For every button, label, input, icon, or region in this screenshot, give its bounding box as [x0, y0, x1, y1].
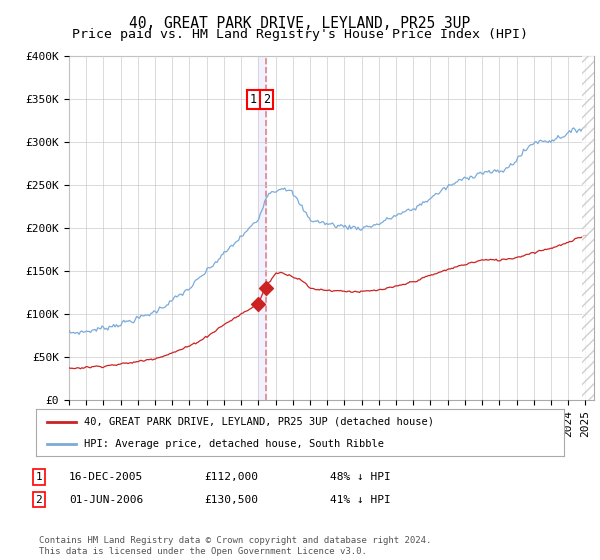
- Text: 41% ↓ HPI: 41% ↓ HPI: [330, 494, 391, 505]
- Text: 40, GREAT PARK DRIVE, LEYLAND, PR25 3UP (detached house): 40, GREAT PARK DRIVE, LEYLAND, PR25 3UP …: [83, 417, 434, 427]
- Text: 1: 1: [35, 472, 43, 482]
- Text: Contains HM Land Registry data © Crown copyright and database right 2024.
This d: Contains HM Land Registry data © Crown c…: [39, 536, 431, 556]
- Text: £112,000: £112,000: [204, 472, 258, 482]
- Text: 1: 1: [250, 92, 257, 105]
- Text: 2: 2: [35, 494, 43, 505]
- Text: 40, GREAT PARK DRIVE, LEYLAND, PR25 3UP: 40, GREAT PARK DRIVE, LEYLAND, PR25 3UP: [130, 16, 470, 31]
- Bar: [257, 56, 266, 400]
- Point: [253, 300, 262, 309]
- Point: [261, 283, 271, 292]
- Text: HPI: Average price, detached house, South Ribble: HPI: Average price, detached house, Sout…: [83, 438, 383, 449]
- Text: 01-JUN-2006: 01-JUN-2006: [69, 494, 143, 505]
- Text: 16-DEC-2005: 16-DEC-2005: [69, 472, 143, 482]
- Text: Price paid vs. HM Land Registry's House Price Index (HPI): Price paid vs. HM Land Registry's House …: [72, 28, 528, 41]
- Text: 2: 2: [263, 92, 270, 105]
- Text: £130,500: £130,500: [204, 494, 258, 505]
- Text: 48% ↓ HPI: 48% ↓ HPI: [330, 472, 391, 482]
